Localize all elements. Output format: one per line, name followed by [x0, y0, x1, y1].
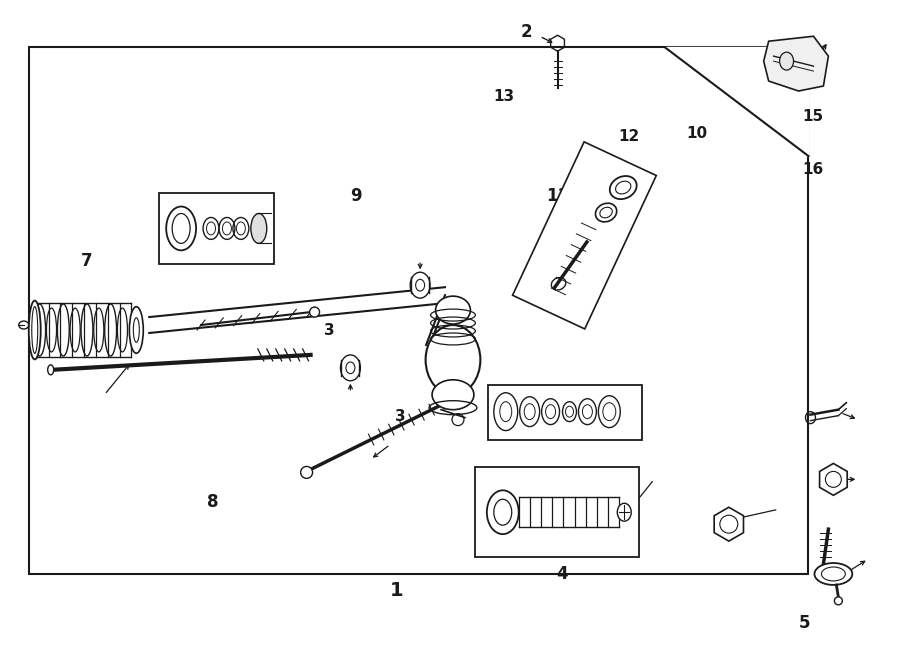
Text: 11: 11	[546, 186, 569, 204]
Ellipse shape	[432, 380, 474, 410]
Text: 15: 15	[803, 109, 824, 124]
Ellipse shape	[301, 467, 312, 479]
Polygon shape	[665, 48, 808, 156]
Text: 16: 16	[802, 162, 824, 176]
Text: 7: 7	[81, 253, 93, 270]
Bar	[159, 192, 274, 264]
Text: 8: 8	[207, 492, 219, 511]
Ellipse shape	[834, 597, 842, 605]
Ellipse shape	[29, 301, 40, 360]
Text: 3: 3	[395, 408, 406, 424]
Ellipse shape	[310, 307, 320, 317]
Text: 4: 4	[556, 565, 568, 583]
Text: 9: 9	[350, 186, 362, 204]
Ellipse shape	[130, 307, 143, 353]
Polygon shape	[764, 36, 828, 91]
Text: 12: 12	[618, 129, 640, 144]
Ellipse shape	[436, 296, 471, 324]
Text: 13: 13	[493, 89, 514, 104]
Text: 5: 5	[798, 615, 810, 633]
Text: 14: 14	[803, 56, 824, 71]
Bar	[29, 48, 808, 574]
Text: 3: 3	[324, 323, 334, 338]
Ellipse shape	[340, 355, 360, 381]
Bar	[488, 385, 643, 440]
Ellipse shape	[251, 214, 266, 243]
Ellipse shape	[410, 272, 430, 298]
Text: 2: 2	[521, 23, 533, 41]
Ellipse shape	[426, 325, 481, 395]
Text: 10: 10	[686, 126, 707, 141]
Bar	[475, 467, 639, 557]
Ellipse shape	[617, 503, 631, 521]
Ellipse shape	[779, 52, 794, 70]
Ellipse shape	[48, 365, 54, 375]
Ellipse shape	[487, 490, 518, 534]
Ellipse shape	[814, 563, 852, 585]
Text: 1: 1	[390, 581, 403, 600]
Text: 6: 6	[570, 253, 581, 270]
Polygon shape	[513, 142, 656, 329]
